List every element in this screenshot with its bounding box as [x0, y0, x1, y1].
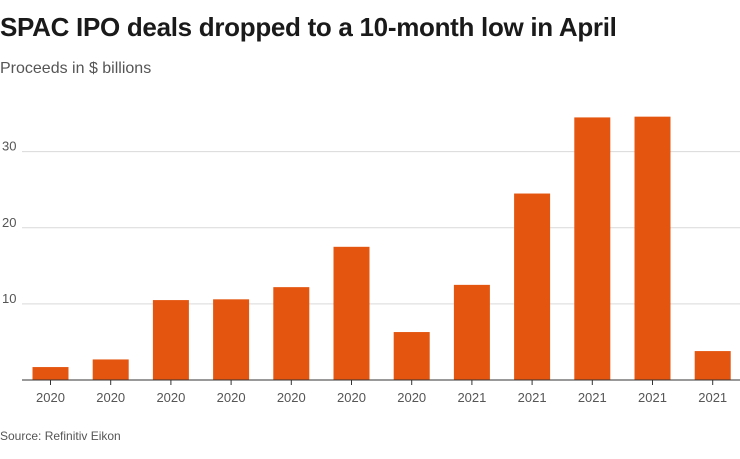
bar-6: [333, 246, 370, 380]
x-tick-label: 2020: [156, 390, 185, 405]
x-tick-label: 2021: [638, 390, 667, 405]
bar-4: [213, 299, 250, 380]
x-axis-ticks: 2020 2020 2020 2020 2020 2020 2020 2021 2021 2021…: [36, 380, 727, 405]
source-note: Source: Refinitiv Eikon: [0, 429, 121, 443]
x-tick-label: 2020: [277, 390, 306, 405]
bar-7: [393, 332, 430, 380]
x-tick-label: 2020: [36, 390, 65, 405]
y-tick-label: 10: [2, 291, 16, 306]
x-tick-label: 2020: [337, 390, 366, 405]
y-tick-label: 20: [2, 215, 16, 230]
bar-12: [694, 351, 731, 380]
bar-2: [92, 359, 129, 380]
chart-subtitle: Proceeds in $ billions: [0, 60, 152, 77]
bars: [32, 116, 731, 381]
chart-title: SPAC IPO deals dropped to a 10-month low…: [0, 12, 617, 42]
x-tick-label: 2021: [578, 390, 607, 405]
bar-1: [32, 367, 69, 380]
x-tick-label: 2020: [217, 390, 246, 405]
bar-9: [514, 193, 551, 380]
bar-8: [453, 284, 490, 380]
bar-5: [273, 287, 310, 380]
x-tick-label: 2021: [698, 390, 727, 405]
gridlines: [22, 151, 740, 305]
x-tick-label: 2021: [457, 390, 486, 405]
bar-10: [574, 117, 611, 381]
y-tick-label: 30: [2, 139, 16, 154]
x-tick-label: 2020: [96, 390, 125, 405]
x-tick-label: 2021: [518, 390, 547, 405]
bar-3: [152, 300, 189, 380]
bar-11: [634, 116, 671, 381]
y-axis-ticks: 10 20 30: [2, 139, 16, 306]
x-tick-label: 2020: [397, 390, 426, 405]
